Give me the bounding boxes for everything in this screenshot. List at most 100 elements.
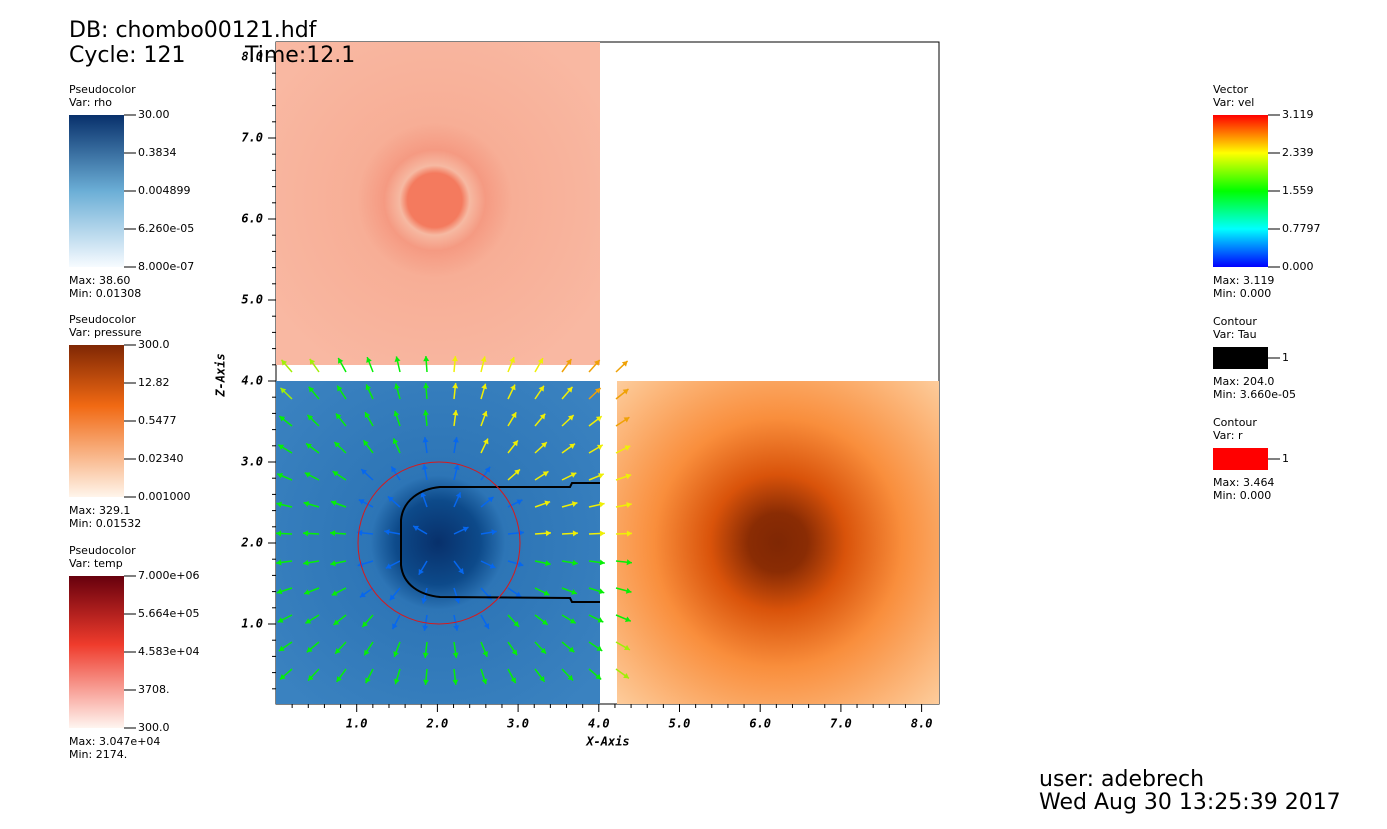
legend-tick-label: 0.02340 — [138, 452, 184, 465]
legend-max: Max: 3.119 — [1213, 274, 1274, 287]
vector-head — [278, 444, 285, 450]
vector-head — [487, 496, 494, 503]
vector-head — [452, 410, 459, 416]
legend-plot: Pseudocolor — [69, 83, 136, 96]
vector-head — [572, 559, 578, 566]
vector-head — [489, 563, 496, 569]
legend-tick-label: 4.583e+04 — [138, 645, 199, 658]
legend-min: Min: 0.01308 — [69, 287, 141, 300]
vector-head — [543, 590, 550, 596]
legend-tick-label: 1.559 — [1282, 184, 1314, 197]
vector-head — [394, 383, 400, 390]
legend-min: Min: 3.660e-05 — [1213, 388, 1296, 401]
vector-head — [304, 472, 311, 478]
vector-head — [307, 414, 314, 421]
time: Time:12.1 — [244, 43, 355, 68]
legend-min: Min: 0.000 — [1213, 287, 1271, 300]
vector-head — [280, 387, 287, 394]
legend-tick-label: 0.3834 — [138, 146, 177, 159]
legend-tick-label: 1 — [1282, 452, 1289, 465]
legend-var: Var: rho — [69, 96, 112, 109]
vector-head — [333, 619, 340, 625]
legend-var: Var: temp — [69, 557, 123, 570]
vector-head — [623, 673, 629, 679]
legend-plot: Vector — [1213, 83, 1249, 96]
legend-tick-label: 0.7797 — [1282, 222, 1321, 235]
vector-head — [278, 645, 285, 652]
vector-head — [537, 358, 544, 364]
legend-plot: Pseudocolor — [69, 313, 136, 326]
legend-min: Min: 0.01532 — [69, 517, 141, 530]
legend-var: Var: vel — [1213, 96, 1254, 109]
vector-head — [539, 676, 545, 682]
y-tick-label: 5.0 — [241, 293, 263, 307]
legend-max: Max: 204.0 — [1213, 375, 1274, 388]
vector-head — [545, 560, 551, 567]
vector-head — [622, 388, 629, 395]
vector-head — [365, 384, 372, 391]
vector-head — [332, 471, 339, 477]
vector-head — [422, 679, 429, 685]
color-bar — [69, 345, 124, 497]
vector-head — [599, 530, 605, 537]
vector-head — [365, 677, 371, 684]
vector-head — [625, 473, 632, 480]
legend-tick-label: 8.000e-07 — [138, 260, 194, 273]
vector-head — [509, 357, 515, 363]
vector-head — [277, 473, 283, 479]
vector-head — [366, 357, 372, 363]
vector-head — [338, 357, 344, 364]
vector-head — [281, 359, 288, 366]
vector-head — [421, 597, 428, 604]
vector-field — [275, 355, 633, 686]
tau-contour — [400, 482, 600, 603]
cycle: Cycle: 121 — [69, 43, 186, 68]
vector-head — [392, 438, 399, 445]
vector-head — [451, 356, 458, 362]
legend-max: Max: 329.1 — [69, 504, 130, 517]
vector-head — [361, 469, 367, 475]
vector-head — [276, 501, 282, 508]
vector-head — [510, 677, 516, 684]
y-tick-label: 4.0 — [241, 374, 263, 388]
vector-head — [422, 652, 429, 658]
legend-tick-label: 6.260e-05 — [138, 222, 194, 235]
vector-head — [422, 625, 429, 631]
vector-head — [394, 356, 401, 362]
x-tick-label: 6.0 — [749, 717, 771, 731]
vector-head — [277, 617, 284, 623]
vector-head — [510, 384, 516, 391]
vector-head — [389, 594, 396, 601]
vector-head — [480, 356, 487, 363]
vector-head — [568, 646, 575, 653]
vector-head — [453, 464, 460, 471]
vector-head — [491, 529, 497, 536]
vector-head — [423, 383, 430, 389]
y-tick-label: 6.0 — [241, 212, 263, 226]
y-axis-title: Z-Axis — [214, 353, 228, 397]
legend-plot: Contour — [1213, 416, 1257, 429]
vector-head — [545, 530, 551, 537]
vector-head — [452, 437, 459, 443]
vector-head — [335, 413, 342, 420]
vector-head — [303, 501, 310, 507]
vector-head — [483, 623, 490, 629]
legend-tick-label: 2.339 — [1282, 146, 1314, 159]
vector-head — [357, 529, 363, 536]
vector-head — [306, 646, 313, 653]
legend-tick-label: 3708. — [138, 683, 170, 696]
vector-head — [484, 466, 491, 473]
vector-head — [511, 649, 518, 656]
vector-head — [330, 500, 337, 507]
vector-head — [596, 444, 603, 451]
x-tick-label: 2.0 — [426, 717, 449, 731]
vector-head — [393, 651, 399, 657]
vector-head — [387, 496, 394, 503]
vector-head — [594, 388, 601, 394]
vector-head — [308, 386, 315, 393]
vector-head — [336, 676, 342, 682]
vector-head — [304, 589, 310, 595]
vector-head — [626, 530, 632, 537]
color-bar — [69, 115, 124, 267]
vector-head — [303, 530, 309, 537]
